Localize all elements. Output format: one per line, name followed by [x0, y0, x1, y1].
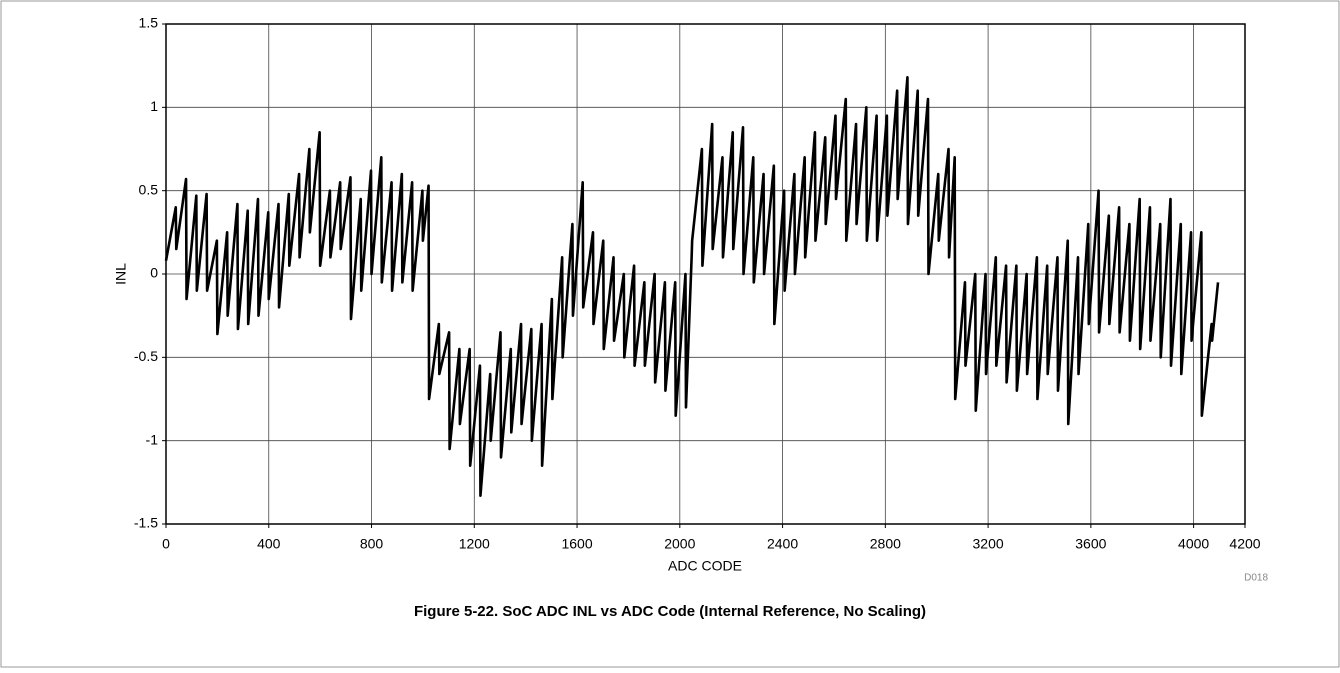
y-tick-label: 1 [150, 98, 158, 114]
y-tick-label: -1.5 [134, 515, 158, 531]
x-tick-label: 800 [360, 536, 384, 552]
x-tick-label: 2800 [870, 536, 901, 552]
y-axis-label: INL [113, 263, 129, 285]
caption: Figure 5-22. SoC ADC INL vs ADC Code (In… [414, 603, 926, 620]
y-tick-label: 1.5 [139, 15, 159, 31]
y-tick-label: 0 [150, 265, 158, 281]
x-tick-label: 1200 [459, 536, 490, 552]
x-tick-label: 400 [257, 536, 281, 552]
x-tick-label: 1600 [561, 536, 592, 552]
x-tick-label: 3600 [1075, 536, 1106, 552]
plot-border [165, 23, 1246, 525]
data-line [164, 76, 1220, 497]
x-tick-label: 4000 [1178, 536, 1209, 552]
figure-id: D018 [1244, 573, 1268, 584]
x-tick-label: 0 [162, 536, 170, 552]
y-tick-label: -0.5 [134, 348, 158, 364]
x-tick-label: 3200 [973, 536, 1004, 552]
x-tick-label: 2400 [767, 536, 798, 552]
x-tick-label: 4200 [1229, 536, 1260, 552]
x-tick-label: 2000 [664, 536, 695, 552]
x-axis-label: ADC CODE [668, 558, 742, 574]
y-tick-label: 0.5 [139, 181, 159, 197]
y-tick-label: -1 [146, 431, 159, 447]
